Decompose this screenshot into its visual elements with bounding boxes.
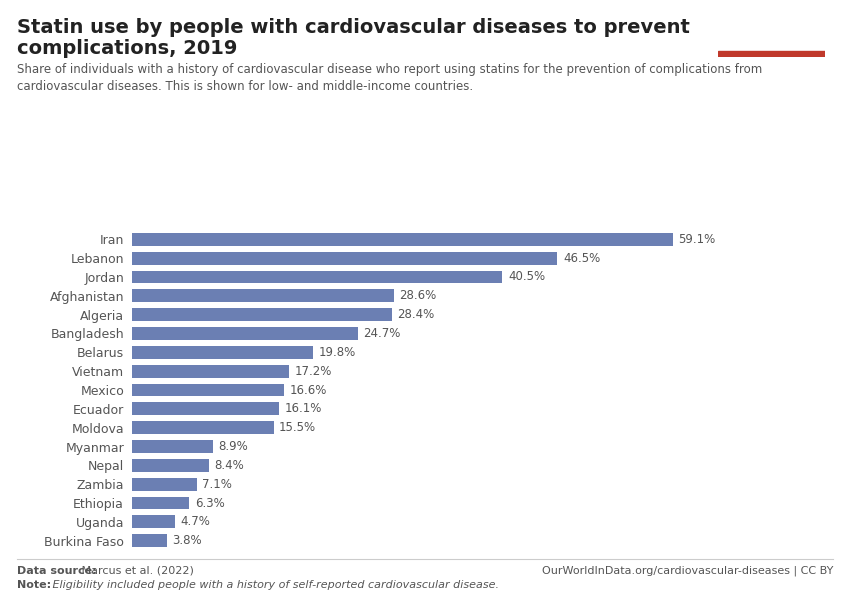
Bar: [132, 271, 502, 283]
Text: 28.6%: 28.6%: [399, 289, 436, 302]
Text: 4.7%: 4.7%: [180, 515, 210, 529]
Bar: [718, 50, 824, 57]
Text: Marcus et al. (2022): Marcus et al. (2022): [78, 566, 194, 576]
Bar: [132, 252, 558, 265]
Text: complications, 2019: complications, 2019: [17, 39, 237, 58]
Text: Statin use by people with cardiovascular diseases to prevent: Statin use by people with cardiovascular…: [17, 18, 690, 37]
Text: Data source:: Data source:: [17, 566, 97, 576]
Bar: [132, 289, 394, 302]
Text: 6.3%: 6.3%: [195, 497, 224, 509]
Text: in Data: in Data: [750, 31, 792, 41]
Text: 8.4%: 8.4%: [214, 459, 244, 472]
Text: 46.5%: 46.5%: [563, 251, 600, 265]
Text: 7.1%: 7.1%: [202, 478, 232, 491]
Text: 40.5%: 40.5%: [508, 271, 545, 283]
Text: 19.8%: 19.8%: [319, 346, 356, 359]
Text: 24.7%: 24.7%: [363, 327, 400, 340]
Bar: [132, 534, 167, 547]
Bar: [132, 421, 274, 434]
Text: Note:: Note:: [17, 580, 51, 590]
Text: 16.1%: 16.1%: [285, 403, 322, 415]
Bar: [132, 383, 284, 397]
Bar: [132, 478, 196, 491]
Bar: [132, 459, 208, 472]
Bar: [132, 403, 279, 415]
Text: Our World: Our World: [741, 16, 801, 26]
Text: 3.8%: 3.8%: [172, 534, 201, 547]
Bar: [132, 440, 213, 453]
Bar: [132, 308, 392, 321]
Bar: [132, 327, 358, 340]
Bar: [132, 497, 190, 509]
Bar: [132, 233, 672, 246]
Text: 28.4%: 28.4%: [397, 308, 434, 321]
Bar: [132, 365, 289, 377]
Text: 15.5%: 15.5%: [279, 421, 316, 434]
Text: 16.6%: 16.6%: [289, 383, 326, 397]
Text: 17.2%: 17.2%: [295, 365, 332, 377]
Text: Share of individuals with a history of cardiovascular disease who report using s: Share of individuals with a history of c…: [17, 63, 762, 94]
Text: 8.9%: 8.9%: [218, 440, 248, 453]
Bar: [132, 515, 175, 528]
Text: OurWorldInData.org/cardiovascular-diseases | CC BY: OurWorldInData.org/cardiovascular-diseas…: [541, 566, 833, 576]
Text: 59.1%: 59.1%: [678, 233, 716, 246]
Text: Eligibility included people with a history of self-reported cardiovascular disea: Eligibility included people with a histo…: [49, 580, 499, 590]
Bar: [132, 346, 313, 359]
